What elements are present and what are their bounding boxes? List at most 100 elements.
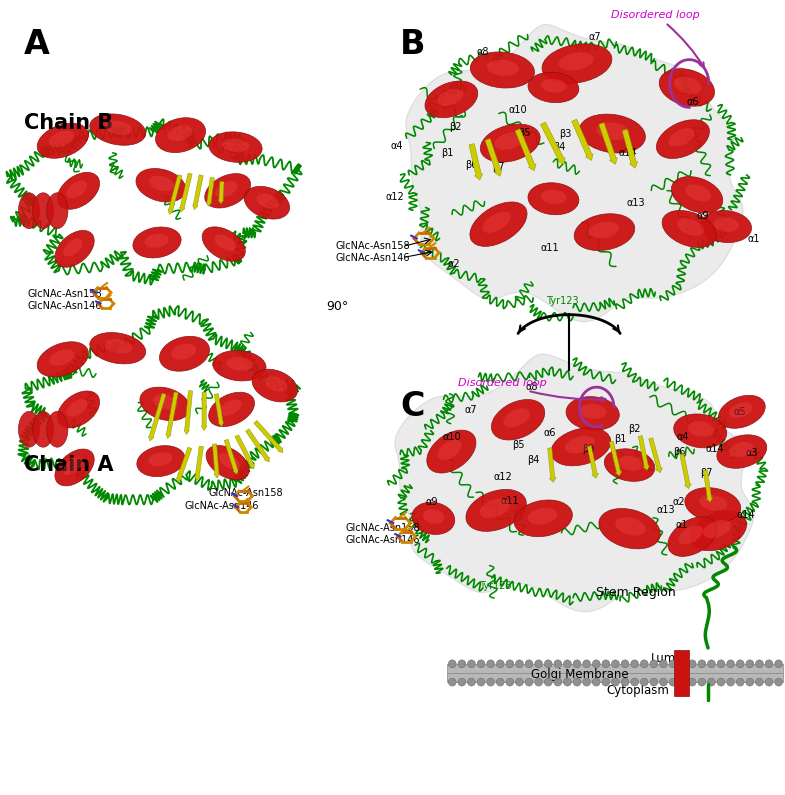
Text: Stem Region: Stem Region bbox=[596, 586, 676, 599]
Text: β2: β2 bbox=[449, 122, 462, 132]
Text: α2: α2 bbox=[447, 259, 460, 269]
Ellipse shape bbox=[209, 132, 262, 162]
Ellipse shape bbox=[718, 395, 765, 429]
Text: β5: β5 bbox=[512, 440, 524, 450]
Text: α14: α14 bbox=[619, 148, 637, 157]
Ellipse shape bbox=[219, 400, 242, 416]
Circle shape bbox=[775, 660, 783, 668]
Ellipse shape bbox=[32, 192, 53, 229]
Circle shape bbox=[727, 678, 735, 686]
Circle shape bbox=[688, 660, 696, 668]
Text: α13: α13 bbox=[656, 506, 675, 515]
Text: α9: α9 bbox=[425, 498, 438, 507]
Ellipse shape bbox=[265, 376, 287, 391]
Circle shape bbox=[669, 678, 677, 686]
Ellipse shape bbox=[206, 445, 249, 480]
Ellipse shape bbox=[144, 234, 169, 248]
Text: α14: α14 bbox=[705, 444, 724, 454]
Text: GlcNAc-Asn146: GlcNAc-Asn146 bbox=[345, 535, 420, 545]
Circle shape bbox=[765, 660, 773, 668]
Circle shape bbox=[698, 678, 706, 686]
Ellipse shape bbox=[466, 490, 526, 531]
Circle shape bbox=[525, 678, 533, 686]
Text: α7: α7 bbox=[589, 33, 601, 42]
Ellipse shape bbox=[551, 428, 611, 466]
Ellipse shape bbox=[412, 502, 455, 534]
Text: β3: β3 bbox=[559, 129, 571, 138]
Ellipse shape bbox=[37, 342, 89, 377]
Ellipse shape bbox=[136, 169, 186, 202]
Ellipse shape bbox=[503, 409, 530, 427]
Ellipse shape bbox=[589, 222, 619, 238]
Circle shape bbox=[621, 660, 629, 668]
Ellipse shape bbox=[565, 436, 595, 453]
Ellipse shape bbox=[226, 357, 253, 370]
Ellipse shape bbox=[701, 211, 751, 242]
Ellipse shape bbox=[171, 344, 196, 360]
Text: α8: α8 bbox=[526, 382, 539, 392]
Text: β3: β3 bbox=[582, 444, 595, 454]
Text: α12: α12 bbox=[493, 472, 512, 482]
Circle shape bbox=[487, 678, 495, 686]
Text: Tyr123: Tyr123 bbox=[479, 581, 512, 591]
Text: B: B bbox=[400, 28, 425, 61]
Ellipse shape bbox=[728, 442, 754, 457]
Ellipse shape bbox=[674, 414, 727, 448]
Circle shape bbox=[496, 678, 504, 686]
Ellipse shape bbox=[729, 402, 753, 417]
Ellipse shape bbox=[615, 518, 646, 536]
Circle shape bbox=[755, 678, 763, 686]
Ellipse shape bbox=[618, 456, 643, 471]
Ellipse shape bbox=[491, 400, 545, 440]
Ellipse shape bbox=[685, 487, 741, 522]
Text: α7: α7 bbox=[465, 405, 477, 415]
Text: Cytoplasm: Cytoplasm bbox=[606, 684, 669, 696]
Circle shape bbox=[516, 678, 524, 686]
Circle shape bbox=[659, 660, 667, 668]
Ellipse shape bbox=[55, 449, 94, 486]
Ellipse shape bbox=[63, 238, 82, 257]
Text: C: C bbox=[400, 390, 425, 423]
Text: β2: β2 bbox=[628, 425, 641, 434]
Ellipse shape bbox=[46, 192, 68, 229]
Text: α6: α6 bbox=[543, 429, 556, 438]
Ellipse shape bbox=[167, 126, 192, 142]
Ellipse shape bbox=[155, 118, 206, 153]
Circle shape bbox=[707, 660, 715, 668]
Text: α11: α11 bbox=[540, 243, 559, 253]
Circle shape bbox=[448, 678, 456, 686]
Ellipse shape bbox=[487, 60, 519, 76]
Ellipse shape bbox=[140, 387, 190, 421]
Circle shape bbox=[468, 660, 476, 668]
Ellipse shape bbox=[213, 351, 266, 381]
Ellipse shape bbox=[699, 495, 728, 510]
Ellipse shape bbox=[214, 235, 235, 250]
Text: β7: β7 bbox=[700, 468, 713, 478]
Ellipse shape bbox=[49, 130, 75, 147]
Circle shape bbox=[688, 678, 696, 686]
Ellipse shape bbox=[599, 509, 660, 549]
Ellipse shape bbox=[148, 452, 173, 467]
Ellipse shape bbox=[674, 77, 702, 94]
Text: GlcNAc-Asn158: GlcNAc-Asn158 bbox=[27, 289, 102, 299]
Text: α1: α1 bbox=[747, 234, 760, 243]
Ellipse shape bbox=[49, 349, 75, 366]
Polygon shape bbox=[406, 25, 743, 321]
Ellipse shape bbox=[215, 181, 238, 197]
Ellipse shape bbox=[133, 227, 181, 258]
Circle shape bbox=[554, 678, 562, 686]
Bar bbox=[447, 664, 783, 673]
Ellipse shape bbox=[137, 446, 185, 476]
Text: β4: β4 bbox=[528, 455, 540, 464]
Circle shape bbox=[564, 660, 571, 668]
Circle shape bbox=[458, 660, 466, 668]
Text: Disordered loop: Disordered loop bbox=[611, 10, 704, 68]
Circle shape bbox=[736, 678, 744, 686]
Text: α11: α11 bbox=[501, 496, 520, 506]
Text: GlcNAc-Asn146: GlcNAc-Asn146 bbox=[336, 253, 411, 262]
Ellipse shape bbox=[437, 89, 463, 106]
Circle shape bbox=[506, 678, 513, 686]
Circle shape bbox=[707, 678, 715, 686]
Text: Lumen: Lumen bbox=[652, 652, 691, 665]
Circle shape bbox=[516, 660, 524, 668]
